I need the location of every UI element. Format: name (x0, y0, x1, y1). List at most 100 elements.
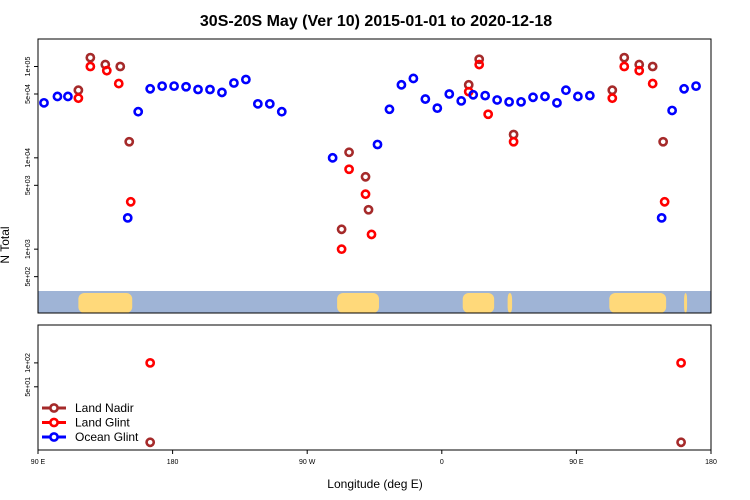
ocean-glint-point (561, 85, 571, 96)
ocean-glint-point (276, 106, 287, 117)
ocean-glint-point (396, 79, 407, 90)
land-glint-point (647, 78, 658, 89)
x-tick-label: 90 W (299, 459, 316, 466)
ocean-glint-point (504, 96, 514, 107)
land-patch (337, 293, 379, 313)
land-nadir-point (647, 61, 658, 72)
ocean-glint-point (181, 81, 191, 92)
ocean-glint-point (169, 81, 179, 92)
y-axis-label: N Total (0, 226, 12, 263)
land-glint-point (366, 229, 377, 240)
land-nadir-point (658, 136, 669, 147)
x-tick-label: 0 (440, 459, 444, 466)
ocean-glint-point (205, 84, 215, 95)
land-patch (609, 293, 667, 313)
legend-marker-ocean-glint (49, 432, 59, 442)
ocean-glint-point (133, 106, 144, 117)
ocean-glint-point (420, 94, 431, 104)
land-glint-point (607, 93, 618, 104)
land-nadir-point (85, 52, 96, 63)
land-nadir-point (344, 147, 354, 158)
land-patch (78, 293, 133, 313)
ocean-glint-point (408, 73, 419, 84)
x-tick-label: 90 E (31, 459, 46, 466)
land-glint-point (619, 61, 630, 72)
x-axis-label: Longitude (deg E) (327, 477, 422, 491)
legend-marker-land-nadir (49, 403, 59, 413)
y-tick-label: 5e+04 (25, 84, 32, 104)
land-glint-point (101, 65, 112, 76)
ocean-glint-point (456, 96, 467, 106)
y-tick-label: 1e+05 (25, 57, 32, 77)
land-glint-point (336, 244, 347, 255)
chart-title: 30S-20S May (Ver 10) 2015-01-01 to 2020-… (200, 13, 552, 30)
ocean-glint-point (432, 103, 443, 114)
land-nadir-point (124, 136, 135, 147)
y-tick-label: 5e+01 (25, 377, 32, 397)
bottom-y-axis: 5e+01 1e+02 (25, 353, 38, 397)
ocean-glint-point (39, 97, 49, 108)
bottom-points (145, 357, 686, 448)
land-glint-point (85, 61, 96, 72)
ocean-glint-point (516, 96, 526, 107)
ocean-glint-point (240, 74, 251, 85)
ocean-glint-point (492, 95, 503, 105)
ocean-glint-point (252, 98, 263, 109)
ocean-glint-point (122, 212, 133, 223)
land-nadir-point (145, 437, 156, 448)
land-glint-point (344, 164, 354, 175)
land-glint-point (145, 357, 156, 368)
land-nadir-point (619, 52, 630, 63)
land-patch (684, 293, 688, 313)
land-glint-point (474, 59, 485, 70)
legend-label: Land Nadir (75, 401, 134, 415)
land-patch (507, 293, 513, 313)
y-tick-label: 1e+04 (25, 148, 32, 168)
legend-label: Land Glint (75, 416, 130, 430)
x-axis: 90 E 180 90 W 0 90 E 180 (31, 450, 717, 466)
x-tick-label: 90 E (569, 459, 584, 466)
land-nadir-point (360, 171, 371, 182)
ocean-glint-point (691, 81, 701, 92)
ocean-glint-point (528, 92, 538, 103)
land-nadir-point (676, 437, 686, 448)
bottom-panel-frame (37, 324, 712, 451)
x-tick-label: 180 (167, 459, 179, 466)
ocean-glint-point (264, 98, 275, 109)
ocean-glint-point (540, 91, 550, 102)
land-nadir-point (73, 85, 84, 96)
land-ocean-band (38, 291, 711, 313)
land-glint-point (659, 196, 670, 207)
land-glint-point (676, 357, 686, 368)
ocean-glint-point (327, 152, 338, 163)
land-nadir-point (474, 54, 485, 65)
land-nadir-point (115, 61, 126, 72)
ocean-glint-point (572, 91, 583, 102)
top-panel-frame (37, 38, 712, 314)
land-glint-point (483, 109, 494, 120)
ocean-glint-point (157, 81, 168, 92)
land-glint-point (634, 65, 645, 76)
ocean-glint-point (145, 83, 156, 94)
legend-label: Ocean Glint (75, 430, 139, 444)
top-y-axis: 5e+02 1e+03 5e+03 1e+04 5e+04 1e+05 (25, 57, 38, 287)
land-glint-point (113, 78, 124, 89)
ocean-glint-point (552, 97, 562, 108)
ocean-glint-point (384, 104, 395, 115)
top-panel: 5e+02 1e+03 5e+03 1e+04 5e+04 1e+05 (25, 38, 712, 314)
land-glint-point (508, 136, 519, 147)
ocean-glint-point (444, 89, 455, 99)
ocean-glint-point (52, 91, 63, 102)
land-nadir-point (607, 85, 618, 96)
y-tick-label: 5e+02 (25, 267, 32, 287)
ocean-glint-point (667, 105, 678, 116)
ocean-glint-point (63, 91, 73, 102)
y-tick-label: 1e+03 (25, 239, 32, 259)
top-points (39, 52, 701, 255)
land-nadir-point (363, 204, 374, 215)
land-glint-point (125, 196, 136, 207)
ocean-glint-point (480, 90, 491, 101)
land-nadir-point (336, 224, 347, 235)
